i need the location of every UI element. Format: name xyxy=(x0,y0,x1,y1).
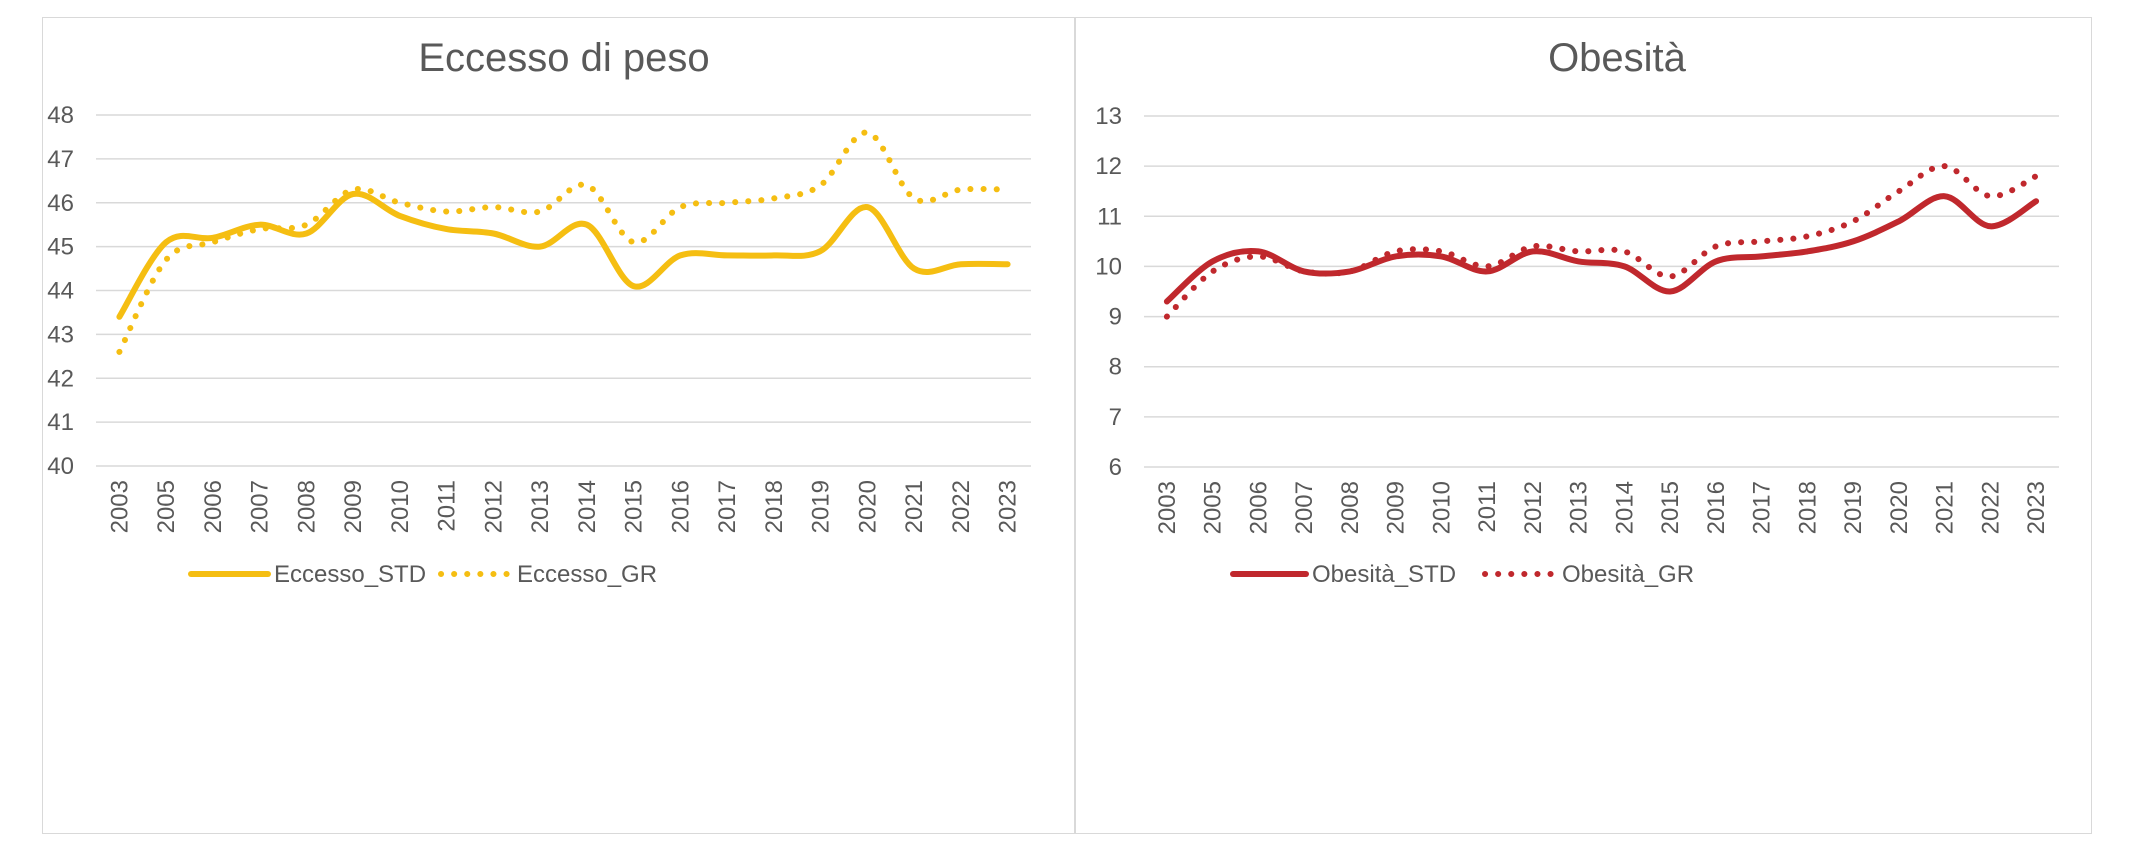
chart-obesita: Obesità 6 7 8 9 10 11 12 13 2003 2005 2006 2007 2008 2… xyxy=(1095,36,2059,588)
x-tick-label: 2013 xyxy=(527,480,554,533)
chart-title: Obesità xyxy=(1548,36,1687,80)
y-tick-label: 47 xyxy=(47,146,74,173)
x-tick-label: 2006 xyxy=(1245,481,1272,534)
x-tick-label: 2017 xyxy=(1749,481,1776,534)
x-tick-label: 2020 xyxy=(1886,481,1913,534)
series-line-obesit-gr xyxy=(1163,163,2040,320)
x-tick-label: 2015 xyxy=(621,480,648,533)
y-tick-label: 12 xyxy=(1095,153,1122,180)
x-tick-label: 2008 xyxy=(1337,481,1364,534)
x-tick-label: 2021 xyxy=(1932,481,1959,534)
x-tick-label: 2017 xyxy=(714,480,741,533)
x-tick-label: 2015 xyxy=(1657,481,1684,534)
y-tick-label: 9 xyxy=(1109,304,1122,331)
y-tick-label: 43 xyxy=(47,321,74,348)
y-tick-label: 11 xyxy=(1097,203,1122,230)
chart-panel-eccesso: Eccesso di peso 40 41 42 43 44 45 46 47 48 2003 200… xyxy=(42,17,1075,834)
y-tick-label: 6 xyxy=(1109,454,1122,481)
x-tick-label: 2016 xyxy=(667,480,694,533)
legend-label: Obesità_GR xyxy=(1562,561,1694,588)
x-tick-label: 2021 xyxy=(901,480,928,533)
series-line-eccesso-std xyxy=(116,190,1011,320)
x-tick-label: 2003 xyxy=(1154,481,1181,534)
y-tick-label: 10 xyxy=(1095,253,1122,280)
legend-label: Obesità_STD xyxy=(1312,561,1456,588)
x-tick-label: 2007 xyxy=(1291,481,1318,534)
x-tick-label: 2005 xyxy=(1200,481,1227,534)
legend-label: Eccesso_GR xyxy=(517,561,657,588)
x-tick-label: 2003 xyxy=(106,480,133,533)
x-tick-label: 2022 xyxy=(948,480,975,533)
legend-label: Eccesso_STD xyxy=(274,561,426,588)
x-tick-label: 2008 xyxy=(293,480,320,533)
x-tick-label: 2023 xyxy=(995,480,1022,533)
x-tick-label: 2007 xyxy=(247,480,274,533)
x-tick-label: 2011 xyxy=(434,480,461,532)
x-tick-label: 2016 xyxy=(1703,481,1730,534)
y-tick-label: 7 xyxy=(1109,404,1122,431)
y-tick-label: 42 xyxy=(47,365,74,392)
y-tick-label: 46 xyxy=(47,190,74,217)
x-tick-label: 2011 xyxy=(1474,481,1501,533)
x-tick-label: 2013 xyxy=(1566,481,1593,534)
chart-title: Eccesso di peso xyxy=(418,36,709,80)
y-tick-label: 41 xyxy=(47,409,74,436)
x-tick-label: 2023 xyxy=(2023,481,2050,534)
x-tick-label: 2019 xyxy=(1840,481,1867,534)
x-tick-label: 2022 xyxy=(1977,481,2004,534)
x-tick-label: 2020 xyxy=(854,480,881,533)
x-tick-label: 2018 xyxy=(1794,481,1821,534)
y-tick-label: 48 xyxy=(47,102,74,129)
x-tick-label: 2018 xyxy=(761,480,788,533)
x-tick-label: 2009 xyxy=(340,480,367,533)
series-line-obesit-std xyxy=(1163,193,2040,305)
y-tick-label: 8 xyxy=(1109,354,1122,381)
chart-eccesso-di-peso: Eccesso di peso 40 41 42 43 44 45 46 47 48 2003 200… xyxy=(47,36,1031,588)
x-tick-label: 2012 xyxy=(480,480,507,533)
series-line-eccesso-gr xyxy=(116,129,1011,355)
x-tick-label: 2006 xyxy=(200,480,227,533)
x-tick-label: 2014 xyxy=(574,480,601,533)
y-tick-label: 13 xyxy=(1095,103,1122,130)
x-tick-label: 2010 xyxy=(1428,481,1455,534)
x-tick-label: 2005 xyxy=(153,480,180,533)
x-tick-label: 2009 xyxy=(1383,481,1410,534)
x-tick-label: 2014 xyxy=(1611,481,1638,534)
x-tick-label: 2012 xyxy=(1520,481,1547,534)
x-tick-label: 2019 xyxy=(808,480,835,533)
y-tick-label: 40 xyxy=(47,453,74,480)
y-tick-label: 44 xyxy=(47,278,74,305)
chart-panel-obesita: Obesità 6 7 8 9 10 11 12 13 2003 2005 2006 2007 2008 2… xyxy=(1075,17,2092,834)
y-tick-label: 45 xyxy=(47,234,74,261)
x-tick-label: 2010 xyxy=(387,480,414,533)
